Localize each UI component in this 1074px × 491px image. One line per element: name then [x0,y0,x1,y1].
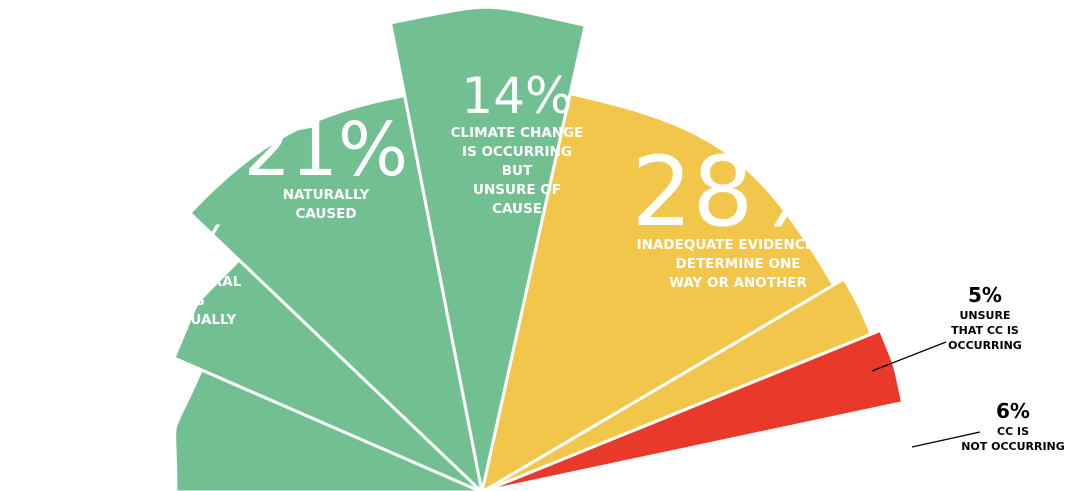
slice-category-label: CAUSED BY [75,412,160,428]
pie-slice-3 [188,94,484,491]
leader-line-6pct [911,431,981,448]
slice-category-label: UNSURE OF [473,182,561,198]
slice-label-group-6: 5% UNSURE THAT CC IS OCCURRING [871,283,1022,372]
slice-category-label: NATURALLY [283,187,370,203]
slice-category-label: CAUSE [492,201,542,217]
slice-label-group-7: 6% CC IS NOT OCCURRING [911,399,1065,453]
slice-category-label: WAY OR ANOTHER [669,275,807,291]
slice-category-label: OCCURRING [948,339,1022,352]
slice-category-label: UNSURE [960,309,1011,322]
slice-category-label: BUT [502,163,533,179]
slice-label-group-3: 21%NATURALLY CAUSED [244,107,408,222]
slice-category-label: FORCES [145,293,205,309]
pie-slice-5 [480,92,836,491]
slice-label-group-4: 14%CLIMATE CHANGE IS OCCURRING BUT UNSURE O… [451,67,584,217]
pie-slices [172,5,905,491]
leader-line-5pct [871,341,947,372]
pie-labels: 14%CAUSED BYHUMANS12%HUMAN/NATURALFORCES… [62,67,1064,453]
slice-value-label: 12% [119,216,230,274]
slice-value-label: 5% [968,283,1002,307]
pie-slice-2 [172,258,484,491]
slice-value-label: 28% [631,136,844,248]
slice-category-label: NOT OCCURRING [961,440,1065,453]
slice-category-label: CAUSED [295,206,356,222]
pie-slice-4 [389,5,587,491]
slice-category-label: INADEQUATE EVIDENCE TO [637,237,840,253]
slice-category-label: IS OCCURRING [462,144,572,160]
pie-slice-1 [173,368,484,491]
slice-value-label: 21% [244,107,408,193]
slice-category-label: DETERMINE ONE [676,256,801,272]
slice-value-label: 6% [996,399,1030,423]
slice-value-label: 14% [62,354,173,412]
slice-category-label: CLIMATE CHANGE [451,125,584,141]
slice-category-label: THAT CC IS [951,324,1019,337]
slice-label-group-2: 12%HUMAN/NATURAL FORCES EQUALLY [109,216,242,328]
slice-category-label: EQUALLY [170,312,237,328]
slice-category-label: HUMANS [84,431,151,447]
slice-category-label: HUMAN/NATURAL [109,274,242,290]
slice-label-group-5: 28%INADEQUATE EVIDENCE TO DETERMINE ONE WA… [631,136,844,291]
slice-category-label: CC IS [997,425,1029,438]
pie-slice-7 [480,328,905,491]
slice-label-group-1: 14%CAUSED BY HUMANS [62,354,173,447]
slice-value-label: 14% [461,67,572,125]
